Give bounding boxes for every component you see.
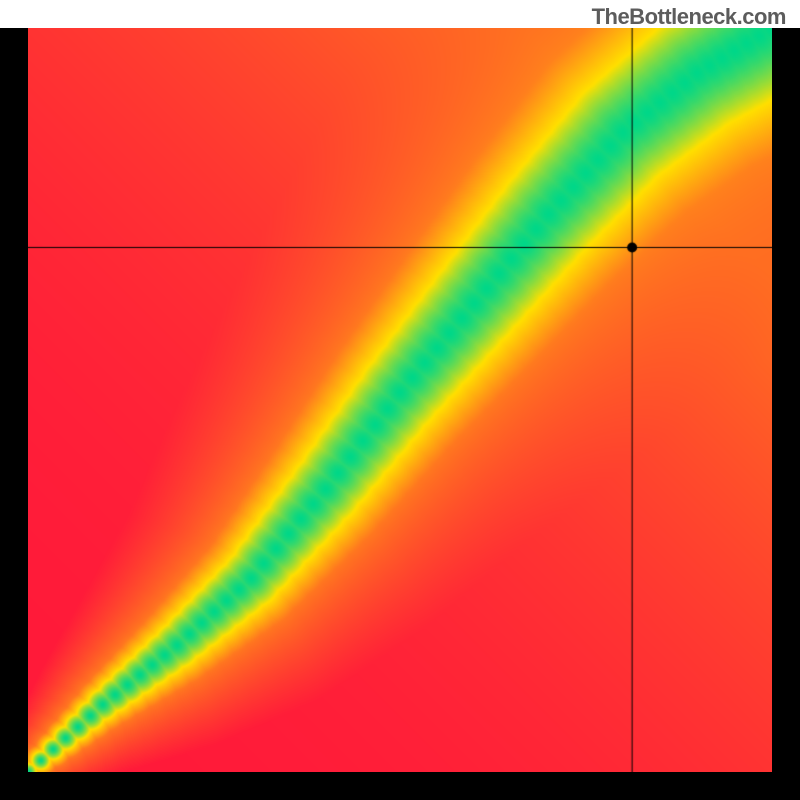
heatmap-canvas bbox=[28, 28, 772, 772]
plot-frame bbox=[28, 28, 772, 772]
watermark-text: TheBottleneck.com bbox=[592, 4, 786, 30]
